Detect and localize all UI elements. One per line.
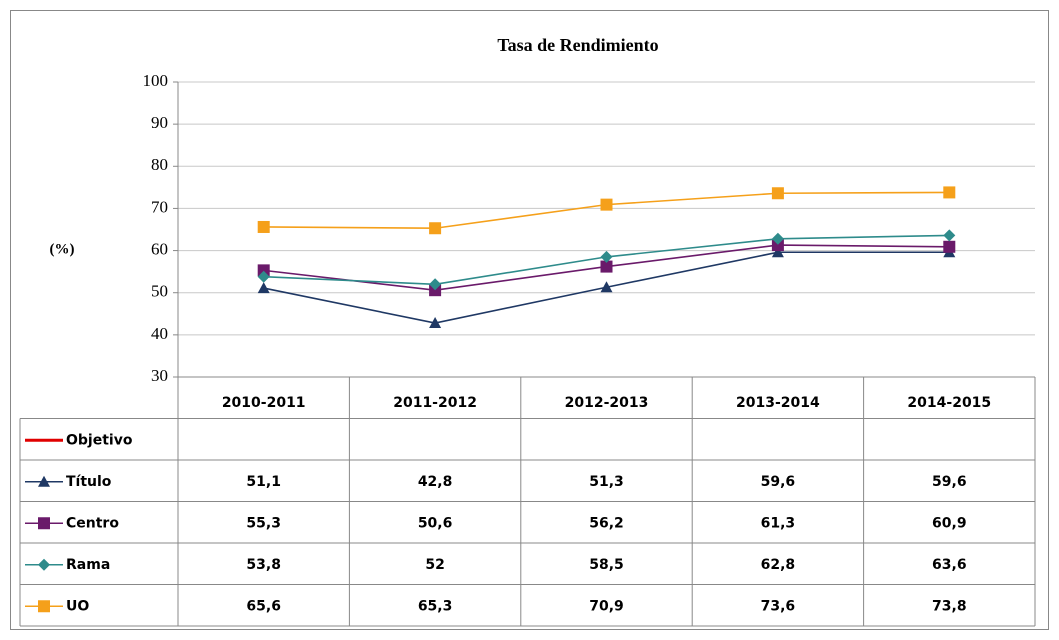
table-value: 50,6 [418, 515, 453, 531]
legend-marker [38, 600, 50, 613]
x-tick-label: 2013-2014 [736, 395, 820, 411]
data-point [771, 187, 784, 200]
table-value: 51,3 [589, 474, 624, 490]
legend-label: Rama [66, 557, 110, 573]
table-value: 51,1 [246, 474, 281, 490]
chart-border [10, 10, 1049, 630]
data-point [429, 222, 442, 235]
table-value: 61,3 [761, 515, 796, 531]
legend-marker [38, 475, 50, 487]
data-point [943, 186, 956, 199]
data-point [257, 282, 270, 294]
data-point [429, 278, 442, 291]
legend-marker [38, 517, 50, 530]
data-point [600, 198, 613, 211]
x-tick-label: 2014-2015 [907, 395, 991, 411]
data-point [257, 270, 270, 283]
x-tick-label: 2011-2012 [393, 395, 477, 411]
data-point [943, 229, 956, 242]
table-value: 62,8 [761, 557, 796, 573]
table-value: 59,6 [761, 474, 796, 490]
data-point [600, 250, 613, 263]
data-point [600, 281, 613, 293]
chart-title: Tasa de Rendimiento [497, 35, 658, 55]
legend-label: Objetivo [66, 432, 133, 448]
table-value: 56,2 [589, 515, 624, 531]
table-value: 52 [425, 557, 444, 573]
table-value: 58,5 [589, 557, 624, 573]
y-tick-label: 80 [151, 155, 168, 174]
data-point [429, 317, 442, 329]
table-value: 60,9 [932, 515, 967, 531]
data-point [771, 232, 784, 245]
legend-label: UO [66, 598, 89, 614]
table-value: 73,8 [932, 598, 967, 614]
x-tick-label: 2012-2013 [565, 395, 649, 411]
table-value: 65,3 [418, 598, 453, 614]
y-tick-label: 100 [143, 71, 169, 90]
y-tick-label: 30 [151, 366, 168, 385]
legend-label: Título [66, 474, 112, 490]
y-tick-label: 50 [151, 282, 168, 301]
y-tick-label: 60 [151, 239, 168, 258]
y-axis-label: (%) [50, 241, 75, 257]
data-point [257, 220, 270, 233]
x-tick-label: 2010-2011 [222, 395, 306, 411]
data-point [600, 260, 613, 273]
table-value: 63,6 [932, 557, 967, 573]
table-value: 65,6 [246, 598, 281, 614]
table-value: 55,3 [246, 515, 281, 531]
y-tick-label: 40 [151, 324, 168, 343]
table-value: 42,8 [418, 474, 453, 490]
legend-label: Centro [66, 515, 119, 531]
legend-marker [38, 558, 50, 571]
data-point [943, 240, 956, 253]
y-tick-label: 90 [151, 113, 168, 132]
table-value: 53,8 [246, 557, 281, 573]
data-point [771, 239, 784, 252]
table-value: 70,9 [589, 598, 624, 614]
y-tick-label: 70 [151, 197, 168, 216]
table-value: 59,6 [932, 474, 967, 490]
table-value: 73,6 [761, 598, 796, 614]
data-point [257, 264, 270, 277]
data-point [771, 246, 784, 258]
